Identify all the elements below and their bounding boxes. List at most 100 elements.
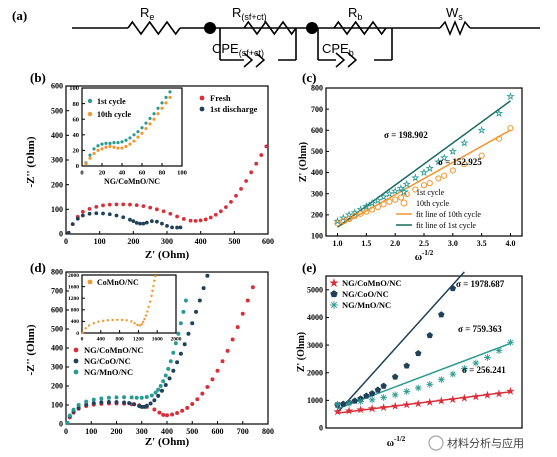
resistor-rb xyxy=(333,20,387,36)
data-point xyxy=(155,207,159,212)
data-point xyxy=(185,405,190,410)
y-tick-label: 0 xyxy=(76,331,79,337)
data-point xyxy=(155,219,159,224)
legend-entry: NG/CoO/NC xyxy=(342,289,389,299)
data-point xyxy=(128,217,132,222)
data-point xyxy=(380,394,388,401)
cpe-label: CPE(sf+ct) xyxy=(212,41,264,58)
data-point-stroke xyxy=(438,376,445,383)
data-point xyxy=(164,101,168,105)
x-tick-label: 1.0 xyxy=(333,239,343,248)
data-point-stroke xyxy=(461,365,468,372)
y-tick-label: 400 xyxy=(311,168,323,177)
data-point xyxy=(199,106,205,112)
circuit-subscript: (sf+ct) xyxy=(241,12,266,22)
panel-label-b: (b) xyxy=(30,70,46,85)
data-point xyxy=(165,223,169,228)
data-point xyxy=(368,390,376,397)
data-point xyxy=(397,194,405,201)
data-point xyxy=(193,219,198,223)
data-point xyxy=(132,133,136,137)
cpe-sfct-symbol xyxy=(243,52,254,68)
data-point-stroke xyxy=(496,347,502,354)
data-point-stroke xyxy=(403,388,410,395)
inset-legend-entry: 10th cycle xyxy=(97,110,131,119)
cpe-sfct-symbol xyxy=(255,52,266,68)
x-tick-label: 400 xyxy=(97,337,106,343)
data-point xyxy=(495,347,503,354)
data-point xyxy=(128,142,132,146)
data-point xyxy=(124,144,128,149)
data-point xyxy=(357,210,364,217)
circuit-label: R(sf+ct) xyxy=(232,5,267,22)
data-point xyxy=(213,212,218,217)
x-tick-label: 100 xyxy=(85,427,97,436)
data-point xyxy=(73,369,79,375)
data-point xyxy=(330,301,338,309)
data-point xyxy=(357,398,364,405)
data-point xyxy=(80,209,85,214)
data-point xyxy=(116,141,120,145)
data-point xyxy=(87,98,93,104)
data-point xyxy=(234,193,238,198)
watermark: 材料分析与应用 xyxy=(428,435,524,451)
data-point xyxy=(420,182,428,189)
data-point xyxy=(128,202,132,207)
data-point xyxy=(136,130,140,134)
data-point xyxy=(506,386,515,395)
data-point-stroke xyxy=(392,392,398,398)
data-point xyxy=(161,412,166,417)
data-point xyxy=(150,294,153,298)
data-point xyxy=(205,273,210,278)
data-point-stroke xyxy=(507,339,514,346)
data-point xyxy=(414,384,422,392)
y-tick-label: 800 xyxy=(71,308,80,314)
data-point xyxy=(147,305,150,309)
data-point xyxy=(380,382,387,389)
x-tick-label: 200 xyxy=(127,237,139,246)
data-point xyxy=(152,284,155,288)
data-point xyxy=(434,157,443,166)
inset-x-label: NG/CoMnO/NC xyxy=(104,177,160,186)
data-point xyxy=(215,368,220,373)
data-point xyxy=(259,153,264,157)
y-axis-label: Z' (Ohm) xyxy=(296,332,307,372)
x-tick-label: 0 xyxy=(64,237,68,246)
data-point xyxy=(140,323,143,326)
data-point xyxy=(379,403,388,412)
data-point xyxy=(329,278,339,287)
data-point xyxy=(84,327,87,330)
x-tick-label: 300 xyxy=(136,427,148,436)
resistor-rsfct xyxy=(243,20,297,36)
data-point xyxy=(122,400,127,405)
data-point xyxy=(170,225,174,230)
data-point xyxy=(250,285,255,290)
fit-line xyxy=(337,391,511,414)
data-point xyxy=(166,366,171,371)
data-point-stroke xyxy=(450,371,456,377)
data-point xyxy=(100,147,104,151)
x-tick-label: 3.0 xyxy=(448,239,458,248)
y-tick-label: 20 xyxy=(73,148,80,155)
data-point xyxy=(506,92,515,101)
data-point xyxy=(133,321,136,325)
chart-c: (c) 1.0 1.5 2.0 2.5 3.0 3.5 4.0 100 200 300 400 500 6… xyxy=(298,70,523,263)
data-point xyxy=(148,401,153,406)
data-point xyxy=(96,148,100,152)
data-point xyxy=(67,413,72,418)
resistor-re xyxy=(127,20,181,36)
data-point xyxy=(199,95,205,101)
data-point xyxy=(180,408,185,413)
data-point xyxy=(167,376,172,381)
y-tick-label: 800 xyxy=(51,268,63,277)
data-point xyxy=(141,221,146,226)
data-point xyxy=(249,170,254,175)
circuit-label: Ws xyxy=(446,5,463,22)
y-tick-label: 300 xyxy=(51,156,63,165)
data-point xyxy=(190,402,195,407)
data-point xyxy=(254,161,259,166)
data-point xyxy=(101,211,105,216)
y-tick-label: 5000 xyxy=(307,285,323,294)
data-point xyxy=(203,217,208,222)
plot-frame xyxy=(81,274,177,334)
